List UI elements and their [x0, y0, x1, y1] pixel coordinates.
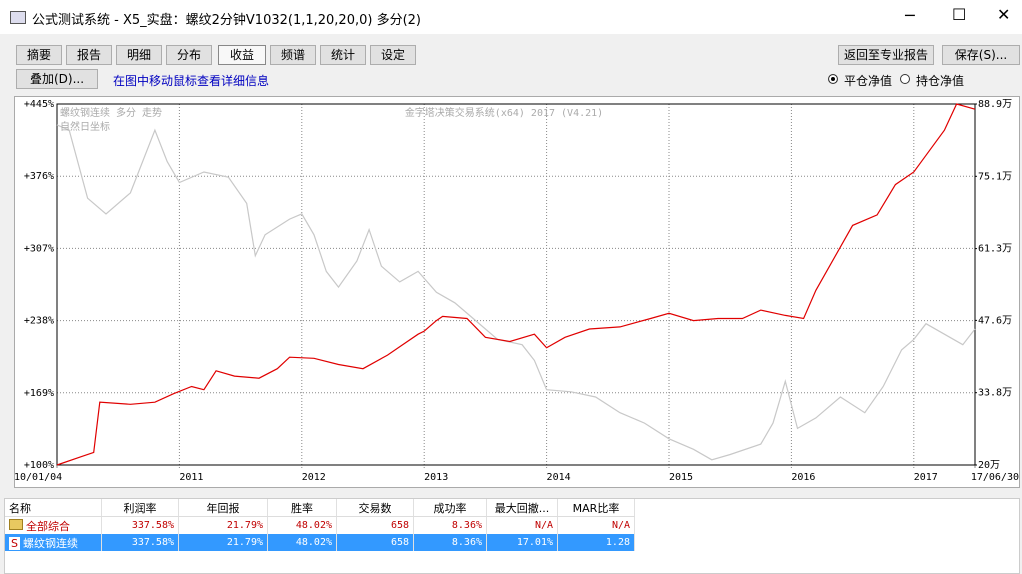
title-bar: 公式测试系统 - X5_实盘：螺纹2分钟V1032(1,1,20,20,0) 多…: [0, 0, 1022, 34]
header-row: 名称 利润率 年回报 胜率 交易数 成功率 最大回撤... MAR比率: [5, 499, 635, 517]
table-cell: 1.28: [557, 534, 635, 551]
folder-icon: [9, 518, 23, 530]
tab[interactable]: 分布: [166, 45, 212, 65]
cell-text: 48.02%: [295, 537, 332, 548]
table-cell: N/A: [557, 516, 635, 534]
y2-tick-label: 61.3万: [978, 244, 1012, 255]
column-header: 胜率: [267, 499, 337, 517]
table-row[interactable]: 全部综合 337.58% 21.79% 48.02% 658 8.36% N/A N/A: [5, 516, 635, 534]
table-cell: 337.58%: [101, 516, 179, 534]
table-cell: 48.02%: [267, 534, 337, 551]
radio-button[interactable]: [828, 74, 838, 84]
annotation: 螺纹钢连续 多分 走势: [60, 106, 162, 119]
tab[interactable]: 收益: [218, 45, 266, 65]
x-tick-label: 2011: [179, 472, 203, 483]
column-header: 最大回撤...: [486, 499, 558, 517]
row-marker: S: [9, 536, 20, 550]
y-tick-label: +238%: [24, 316, 54, 327]
chart: +100% +169% +238% +307% +376% +445% 20万 33.8万 47…: [14, 99, 1019, 483]
cell-text: 8.36%: [451, 520, 482, 531]
table-row[interactable]: S 螺纹钢连续 337.58% 21.79% 48.02% 658 8.36% 17.01% 1…: [5, 534, 635, 551]
table-cell: 337.58%: [101, 534, 179, 551]
y-tick-label: +100%: [24, 460, 54, 471]
x-tick-label: 2013: [424, 472, 448, 483]
table-cell: 17.01%: [486, 534, 558, 551]
plot-frame: [56, 103, 976, 466]
column-header: MAR比率: [557, 499, 635, 517]
cell-text: 658: [390, 520, 409, 531]
series-line: [56, 103, 976, 466]
column-header: 成功率: [413, 499, 487, 517]
cell-text: 21.79%: [226, 520, 263, 531]
x-tick-label: 10/01/04: [14, 472, 62, 483]
app-icon: [10, 11, 26, 24]
cell-text: 螺纹钢连续: [22, 536, 78, 550]
table-cell: 21.79%: [178, 516, 268, 534]
cell-text: 1.28: [605, 537, 630, 548]
cell-text: 8.36%: [451, 537, 482, 548]
series-line: [56, 124, 976, 461]
column-header: 利润率: [101, 499, 179, 517]
cell-text: 658: [390, 537, 409, 548]
close[interactable]: ✕: [997, 5, 1011, 24]
cell-text: 17.01%: [516, 537, 553, 548]
y-tick-label: +376%: [24, 171, 54, 182]
tab[interactable]: 统计: [320, 45, 366, 65]
column-header: 交易数: [336, 499, 414, 517]
table-cell: 658: [336, 534, 414, 551]
radio-button[interactable]: [900, 74, 910, 84]
x-tick-label: 2015: [669, 472, 693, 483]
overlay-button[interactable]: 叠加(D)...: [16, 69, 98, 89]
column-header: 名称: [5, 499, 102, 517]
x-tick-label: 2012: [302, 472, 326, 483]
cell-text: 全部综合: [26, 519, 70, 533]
x-tick-label: 17/06/30: [971, 472, 1019, 483]
table-cell: 全部综合: [5, 516, 102, 534]
table-cell: S 螺纹钢连续: [5, 534, 102, 551]
y2-tick-label: 20万: [978, 460, 1000, 471]
radio-label: 持仓净值: [916, 74, 965, 88]
column-header: 年回报: [178, 499, 268, 517]
annotation: 自然日坐标: [60, 120, 110, 133]
hint: 在图中移动鼠标查看详细信息: [113, 74, 270, 88]
chart-panel: +100% +169% +238% +307% +376% +445% 20万 33.8万 47…: [14, 96, 1020, 488]
annotation: 金字塔决策交易系统(x64) 2017 (V4.21): [405, 106, 603, 119]
table-cell: 48.02%: [267, 516, 337, 534]
cell-text: 337.58%: [131, 520, 174, 531]
y-tick-label: +169%: [24, 388, 54, 399]
x-tick-label: 2014: [547, 472, 571, 483]
cell-text: N/A: [534, 520, 553, 531]
tab[interactable]: 频谱: [270, 45, 316, 65]
cell-text: 48.02%: [295, 520, 332, 531]
window-title: 公式测试系统 - X5_实盘：螺纹2分钟V1032(1,1,20,20,0) 多…: [32, 13, 421, 28]
cell-text: 337.58%: [131, 537, 174, 548]
tab[interactable]: 设定: [370, 45, 416, 65]
table-cell: 8.36%: [413, 534, 487, 551]
results-table-panel: 名称 利润率 年回报 胜率 交易数 成功率 最大回撤... MAR比率全部综合 337.58% 2…: [4, 498, 1020, 574]
cell-text: 21.79%: [226, 537, 263, 548]
maximize[interactable]: ☐: [952, 5, 967, 24]
table-cell: 21.79%: [178, 534, 268, 551]
results-table: 名称 利润率 年回报 胜率 交易数 成功率 最大回撤... MAR比率全部综合 337.58% 2…: [5, 499, 635, 551]
button[interactable]: 返回至专业报告: [838, 45, 934, 65]
tab[interactable]: 明细: [116, 45, 162, 65]
button[interactable]: 保存(S)...: [942, 45, 1020, 65]
table-cell: 8.36%: [413, 516, 487, 534]
table-cell: 658: [336, 516, 414, 534]
x-tick-label: 2017: [914, 472, 938, 483]
tab[interactable]: 摘要: [16, 45, 62, 65]
tab[interactable]: 报告: [66, 45, 112, 65]
x-tick-label: 2016: [791, 472, 815, 483]
y2-tick-label: 75.1万: [978, 171, 1012, 182]
table-cell: N/A: [486, 516, 558, 534]
radio-label: 平仓净值: [844, 74, 893, 88]
y2-tick-label: 88.9万: [978, 99, 1012, 110]
y-tick-label: +307%: [24, 243, 54, 254]
minimize[interactable]: ─: [905, 6, 915, 25]
y2-tick-label: 33.8万: [978, 388, 1012, 399]
y2-tick-label: 47.6万: [978, 315, 1012, 326]
y-tick-label: +445%: [24, 99, 54, 110]
cell-text: N/A: [611, 520, 630, 531]
